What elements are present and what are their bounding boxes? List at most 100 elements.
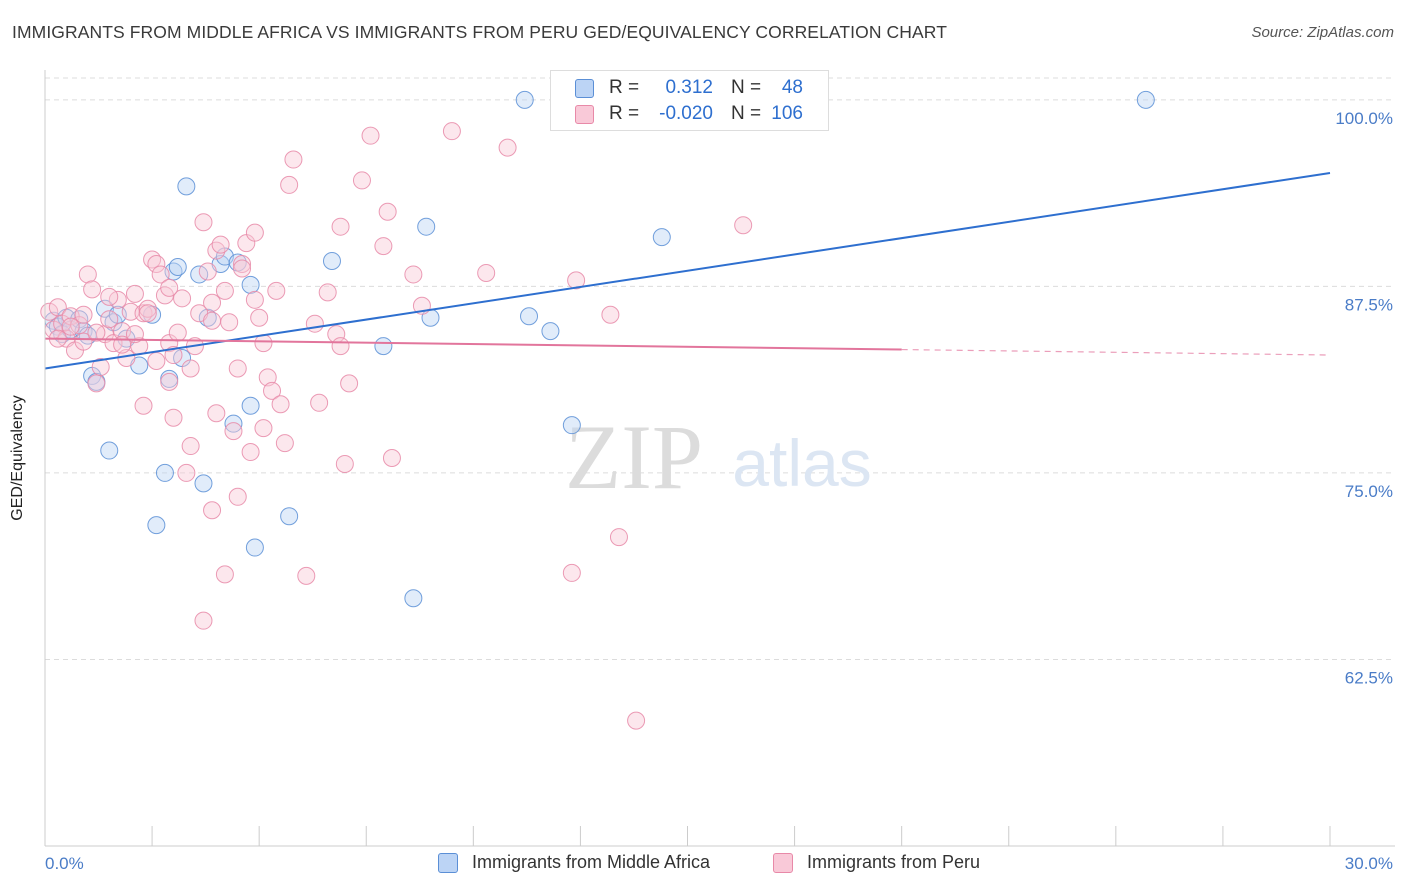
middle-africa-point — [194, 474, 213, 493]
peru-point — [83, 280, 102, 299]
peru-point — [134, 396, 153, 415]
peru-point — [100, 287, 119, 306]
peru-point — [477, 263, 496, 282]
peru-point — [305, 314, 324, 333]
middle-africa-point — [147, 516, 166, 535]
peru-point — [310, 393, 329, 412]
peru-point — [734, 216, 753, 235]
peru-point — [228, 487, 247, 506]
grid-layer — [45, 77, 1395, 660]
peru-point — [61, 317, 80, 336]
peru-point — [254, 419, 273, 438]
peru-point — [160, 278, 179, 297]
legend-n-label: N = — [731, 77, 762, 98]
peru-point — [220, 313, 239, 332]
middle-africa-point — [155, 463, 174, 482]
peru-point — [382, 449, 401, 467]
peru-point — [297, 566, 316, 585]
chart-title: IMMIGRANTS FROM MIDDLE AFRICA VS IMMIGRA… — [12, 22, 948, 42]
points-layer — [40, 90, 1155, 730]
source-label: Source: ZipAtlas.com — [1251, 24, 1394, 41]
peru-point — [164, 408, 183, 427]
peru-point — [267, 281, 286, 300]
middle-africa-trend-line — [44, 171, 1331, 370]
peru-point — [233, 259, 252, 278]
legend-swatch-peru — [773, 852, 793, 873]
middle-africa-point — [515, 90, 534, 109]
peru-point — [442, 122, 461, 141]
legend-item-peru: Immigrants from Peru — [773, 852, 980, 873]
peru-point — [173, 289, 192, 308]
peru-point — [245, 223, 264, 242]
peru-point — [100, 310, 119, 329]
legend-label-middle-africa: Immigrants from Middle Africa — [472, 852, 711, 872]
middle-africa-point — [520, 307, 539, 326]
legend-swatch-blue — [575, 79, 594, 98]
peru-point — [74, 305, 93, 324]
middle-africa-point — [245, 538, 264, 557]
peru-point — [87, 374, 106, 393]
legend-n-value-blue: 48 — [781, 77, 803, 98]
middle-africa-point — [562, 416, 581, 435]
peru-point — [233, 255, 252, 273]
peru-point — [271, 395, 290, 414]
middle-africa-point — [1136, 90, 1155, 109]
legend-r-value-blue: 0.312 — [665, 77, 713, 98]
legend-item-middle-africa: Immigrants from Middle Africa — [438, 852, 710, 873]
trend-layer — [44, 171, 1331, 370]
peru-point — [194, 611, 213, 630]
axis-layer: 100.0% 87.5% 75.0% 62.5% 0.0% 30.0% — [44, 70, 1395, 873]
y-tick-label: 87.5% — [1345, 295, 1393, 314]
peru-point — [194, 213, 213, 232]
legend-n-label: N = — [731, 103, 762, 124]
middle-africa-point — [652, 228, 671, 247]
legend-row-middle-africa: R = 0.312 N = 48 — [551, 75, 828, 101]
y-tick-label: 75.0% — [1345, 482, 1393, 501]
peru-point — [125, 284, 144, 303]
peru-point — [215, 565, 234, 584]
peru-point — [168, 323, 187, 342]
peru-point — [215, 281, 234, 300]
middle-africa-point — [241, 396, 260, 415]
peru-point — [361, 126, 380, 145]
peru-point — [78, 265, 97, 284]
peru-point — [160, 372, 179, 391]
peru-point — [241, 443, 260, 462]
peru-point — [207, 404, 226, 423]
peru-point — [567, 271, 586, 290]
legend-swatch-middle-africa — [438, 852, 458, 873]
peru-point — [138, 299, 157, 318]
peru-point — [318, 283, 337, 302]
peru-point — [181, 437, 200, 456]
peru-point — [147, 352, 166, 370]
legend-label-peru: Immigrants from Peru — [807, 852, 981, 872]
peru-point — [275, 434, 294, 453]
peru-trend-extension — [901, 348, 1331, 356]
middle-africa-point — [280, 507, 299, 526]
peru-point — [224, 422, 243, 441]
middle-africa-point — [541, 322, 560, 341]
middle-africa-point — [224, 414, 243, 433]
peru-point — [164, 346, 183, 365]
peru-point — [627, 711, 646, 730]
series-legend: Immigrants from Middle Africa Immigrants… — [0, 852, 1406, 878]
peru-point — [352, 171, 371, 190]
y-axis-label: GED/Equivalency — [9, 395, 26, 521]
middle-africa-point — [241, 275, 260, 294]
peru-point — [609, 528, 628, 547]
peru-point — [404, 265, 423, 284]
peru-point — [147, 255, 166, 273]
middle-africa-point — [404, 589, 423, 608]
peru-point — [87, 323, 106, 342]
legend-r-label: R = — [609, 77, 640, 98]
peru-point — [181, 359, 200, 378]
peru-point — [138, 304, 157, 323]
peru-point — [203, 293, 222, 312]
peru-point — [331, 337, 350, 356]
peru-point — [211, 235, 230, 254]
peru-point — [378, 202, 397, 221]
peru-point — [280, 175, 299, 194]
y-tick-label: 62.5% — [1345, 668, 1393, 687]
peru-trend-line — [44, 337, 902, 351]
